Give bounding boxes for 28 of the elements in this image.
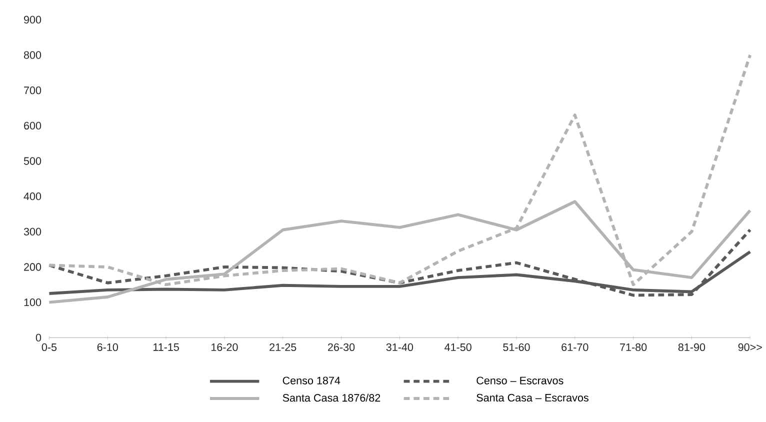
- y-tick-label: 300: [24, 228, 42, 236]
- line-series: [48, 228, 752, 297]
- x-tick-label: 21-25: [270, 343, 296, 351]
- x-tick-label: 31-40: [386, 343, 414, 351]
- y-tick-label: 0: [36, 334, 42, 342]
- legend-label: Santa Casa 1876/82: [282, 394, 380, 402]
- x-tick-label: 90>>: [738, 343, 762, 351]
- y-tick-label: 500: [24, 157, 42, 165]
- y-tick-label: 600: [24, 122, 42, 130]
- x-tick-label: 51-60: [503, 343, 530, 351]
- y-tick-label: 800: [24, 51, 42, 59]
- x-tick-label: 11-15: [153, 343, 179, 351]
- legend-label: Santa Casa – Escravos: [476, 394, 588, 402]
- x-tick-label: 16-20: [211, 343, 238, 351]
- x-tick-label: 81-90: [678, 343, 706, 351]
- x-tick-label: 26-30: [328, 343, 355, 351]
- y-tick-label: 200: [24, 263, 42, 271]
- x-tick-label: 0-5: [42, 343, 57, 351]
- x-tick-label: 6-10: [97, 343, 118, 351]
- x-tick-label: 41-50: [444, 343, 472, 351]
- legend-label: Censo 1874: [282, 376, 340, 384]
- x-tick-label: 71-80: [620, 343, 647, 351]
- y-tick-label: 100: [24, 298, 42, 306]
- y-tick-label: 700: [24, 86, 42, 94]
- y-tick-label: 900: [24, 16, 42, 24]
- legend-label: Censo – Escravos: [476, 376, 564, 384]
- x-tick-label: 61-70: [562, 343, 588, 351]
- y-tick-label: 400: [24, 192, 42, 200]
